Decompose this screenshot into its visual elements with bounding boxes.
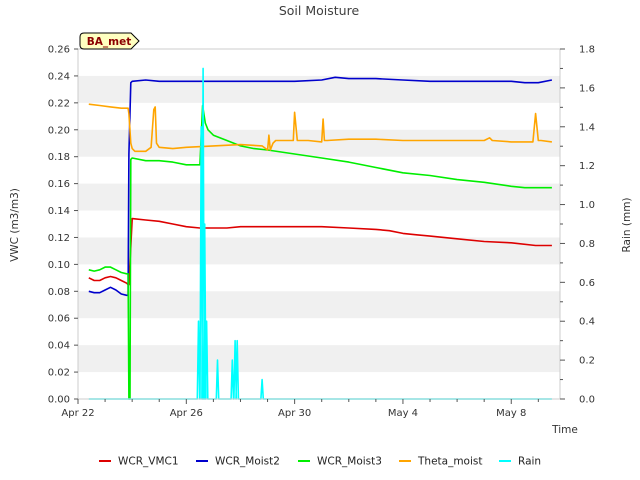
x-axis-label: Time xyxy=(551,424,578,436)
series-line-wcr-moist2 xyxy=(88,76,553,297)
grid-band xyxy=(78,291,560,319)
y2-tick-label: 1.6 xyxy=(579,83,595,94)
site-badge: BA_met xyxy=(79,32,140,50)
y-tick-label: 0.18 xyxy=(48,152,70,163)
site-badge-label: BA_met xyxy=(87,36,131,48)
y-tick-label: 0.00 xyxy=(48,395,70,406)
x-axis-ticks: Apr 22 Apr 26 Apr 30 May 4 May 8 xyxy=(61,399,539,419)
grid-band xyxy=(78,183,560,211)
legend-item-wcr-vmc1: WCR_VMC1 xyxy=(99,456,179,468)
y2-tick-label: 1.8 xyxy=(579,45,595,56)
y2-tick-label: 1.4 xyxy=(579,122,595,133)
legend: WCR_VMC1 WCR_Moist2 WCR_Moist3 Theta_moist R… xyxy=(99,456,541,468)
y2-tick-label: 1.0 xyxy=(579,200,595,211)
y2-tick-label: 0.4 xyxy=(579,317,595,328)
y2-axis-label: Rain (mm) xyxy=(621,197,633,252)
y-tick-label: 0.16 xyxy=(48,179,70,190)
y-tick-label: 0.24 xyxy=(48,71,70,82)
grid-band xyxy=(78,345,560,373)
y-tick-label: 0.20 xyxy=(48,125,70,136)
y2-tick-label: 0.8 xyxy=(579,239,595,250)
y-tick-label: 0.08 xyxy=(48,287,70,298)
x-tick-label: Apr 22 xyxy=(61,408,94,419)
x-tick-label: May 8 xyxy=(496,408,526,419)
series-line-wcr-vmc1 xyxy=(88,217,552,286)
y-tick-label: 0.04 xyxy=(48,341,70,352)
x-tick-label: Apr 26 xyxy=(170,408,203,419)
y2-axis-ticks: 0.0 0.2 0.4 0.6 0.8 1.0 1.2 1.4 1.6 1.8 xyxy=(560,45,595,406)
grid-band xyxy=(78,129,560,157)
legend-label: WCR_VMC1 xyxy=(118,456,179,468)
legend-item-rain: Rain xyxy=(499,456,541,468)
legend-item-theta-moist: Theta_moist xyxy=(399,456,483,468)
series-line-theta-moist xyxy=(88,103,553,153)
x-tick-label: May 4 xyxy=(388,408,418,419)
x-tick-label: Apr 30 xyxy=(278,408,311,419)
y-tick-label: 0.10 xyxy=(48,260,70,271)
y-tick-label: 0.06 xyxy=(48,314,70,325)
legend-label: Rain xyxy=(518,456,541,468)
legend-item-wcr-moist3: WCR_Moist3 xyxy=(298,456,382,468)
y-tick-label: 0.14 xyxy=(48,206,70,217)
y-tick-label: 0.02 xyxy=(48,368,70,379)
y-tick-label: 0.26 xyxy=(48,45,70,56)
legend-item-wcr-moist2: WCR_Moist2 xyxy=(196,456,280,468)
y-tick-label: 0.22 xyxy=(48,98,70,109)
plot-background xyxy=(78,49,560,399)
y-axis-label: VWC (m3/m3) xyxy=(9,188,21,262)
legend-label: WCR_Moist3 xyxy=(317,456,382,468)
y2-tick-label: 1.2 xyxy=(579,161,595,172)
chart-title: Soil Moisture xyxy=(279,3,360,18)
legend-label: WCR_Moist2 xyxy=(215,456,280,468)
grid-band xyxy=(78,237,560,265)
y-axis-ticks: 0.00 0.02 0.04 0.06 0.08 0.10 0.12 0.14 0.16 0.18… xyxy=(48,45,78,406)
y-tick-label: 0.12 xyxy=(48,233,70,244)
legend-label: Theta_moist xyxy=(417,456,483,468)
y2-tick-label: 0.0 xyxy=(579,395,595,406)
y2-tick-label: 0.6 xyxy=(579,278,595,289)
y2-tick-label: 0.2 xyxy=(579,356,595,367)
grid-bands xyxy=(78,49,560,399)
